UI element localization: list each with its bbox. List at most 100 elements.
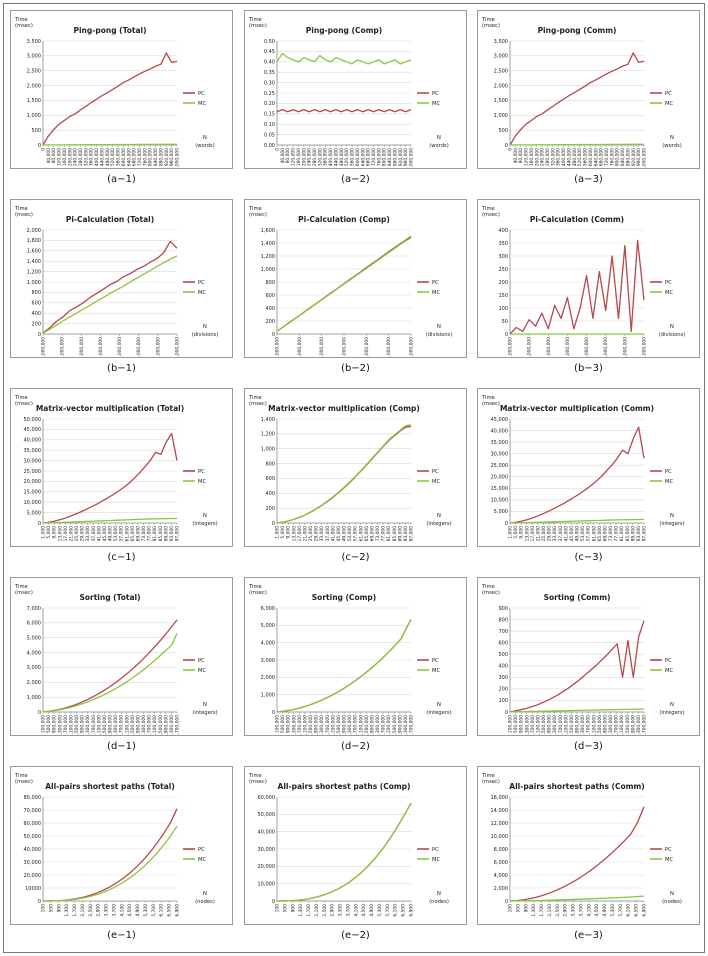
y-tick-label: 1,200 [27, 269, 41, 275]
y-tick-label: 800 [265, 280, 275, 286]
y-tick-label: 600 [265, 293, 275, 299]
y-tick-label: 600 [265, 476, 275, 482]
x-tick-label: 73,000 [608, 526, 614, 542]
legend-label-pc: PC [198, 280, 205, 286]
series-line-pc [42, 52, 178, 146]
chart-title: Sorting (Comp) [312, 593, 376, 602]
series-line-pc [276, 108, 412, 113]
y-tick-label: 0.45 [264, 49, 275, 55]
x-tick-label: 1,300,000 [57, 715, 63, 735]
x-tick-label: 1,000,000 [409, 148, 415, 168]
y-tick-label: 3,500 [27, 39, 41, 45]
y-tick-label: 3,000 [27, 54, 41, 60]
chart-svg: Ping-pong (Comp) Time (msec) 0.00 0.05 0.10 0.… [248, 17, 449, 168]
y-tick-label: 0.15 [264, 112, 275, 118]
chart-title: Sorting (Total) [79, 593, 140, 602]
x-tick-label: 320,000 [550, 148, 556, 166]
chart-a3: Ping-pong (Comm) Time (msec) 0 500 1,000 1,500… [477, 10, 700, 169]
x-tick-label: 6,100 [393, 904, 399, 917]
x-tick-label: 560,000 [350, 148, 356, 166]
x-tick-label: 13,000 [524, 526, 530, 542]
y-axis-label: Time (msec) [481, 395, 500, 407]
y-tick-label: 1,500 [494, 98, 508, 104]
x-tick-label: 73,000 [375, 526, 381, 542]
y-tick-label: 3,000 [261, 658, 275, 664]
series-line-pc [509, 806, 645, 902]
x-tick-label: 6,900 [175, 904, 181, 917]
x-tick-label: 800,000 [382, 148, 388, 166]
chart-title: Matrix-vector multiplication (Comp) [268, 404, 420, 413]
x-tick-label: 7,700,000 [381, 715, 387, 735]
x-tick-label: 4,100 [353, 904, 359, 917]
x-tick-label: 6,500,000 [130, 715, 136, 735]
x-tick-label: 4,500,000 [102, 715, 108, 735]
legend-label-mc: MC [665, 479, 673, 485]
x-tick-label: 9,700,000 [175, 715, 181, 735]
x-tick-label: 480,000 [339, 148, 345, 166]
x-tick-label: 2,500,000 [308, 715, 314, 735]
x-tick-label: 2,500,000 [541, 715, 547, 735]
x-tick-label: 45,000 [569, 526, 575, 542]
chart-title: All-pairs shortest paths (Comm) [509, 782, 644, 791]
x-tick-label: 500 [282, 904, 288, 913]
chart-c3: Matrix-vector multiplication (Comm) Time(… [477, 388, 700, 547]
x-tick-label: 800,000 [615, 148, 621, 166]
x-tick-label: 2,100 [547, 904, 553, 917]
x-tick-label: 69,000 [602, 526, 608, 542]
x-tick-label: 100 [41, 904, 47, 913]
x-tick-label: 1,500,000,000 [527, 337, 533, 357]
x-tick-label: 500 [48, 904, 54, 913]
y-tick-label: 20,000 [258, 864, 276, 870]
x-tick-label: 9,300,000 [636, 715, 642, 735]
y-tick-label: 6,000 [261, 606, 275, 612]
y-tick-label: 400 [31, 311, 41, 317]
x-tick-label: 6,900 [642, 904, 648, 917]
x-tick-label: 240,000 [73, 148, 79, 166]
y-tick-label: 400 [265, 491, 275, 497]
y-tick-label: 5,000 [261, 623, 275, 629]
x-tick-label: 33,000 [319, 526, 325, 542]
series-line-mc [276, 237, 412, 332]
x-tick-label: 160,000 [296, 148, 302, 166]
x-tick-label: 560,000 [583, 148, 589, 166]
series-line-mc [42, 517, 178, 524]
y-tick-label: 0.10 [264, 122, 275, 128]
x-tick-label: 4,100,000 [563, 715, 569, 735]
x-tick-label: 5,000 [513, 526, 519, 539]
x-tick-label: 41,000 [563, 526, 569, 542]
x-tick-label: 97,000 [409, 526, 415, 542]
x-tick-label: 5,700,000 [119, 715, 125, 735]
x-tick-label: 2,500 [555, 904, 561, 917]
x-tick-label: 4,500,000,000 [565, 337, 571, 357]
legend-label-pc: PC [665, 658, 672, 664]
x-tick-label: 13,000 [291, 526, 297, 542]
x-tick-label: 440,000 [333, 148, 339, 166]
x-tick-label: 0 [275, 148, 281, 151]
x-tick-label: 1,000,000 [175, 148, 181, 168]
x-tick-label: 320,000 [83, 148, 89, 166]
y-tick-label: 1,500 [27, 98, 41, 104]
x-tick-label: 4,900,000 [108, 715, 114, 735]
x-tick-label: 3,700,000 [325, 715, 331, 735]
x-axis-label: N (divisions) [192, 324, 219, 338]
x-tick-label: 1,700 [306, 904, 312, 917]
y-tick-label: 1,000 [27, 695, 41, 701]
x-tick-label: 1,500,000,000 [297, 337, 303, 357]
x-tick-label: 89,000 [397, 526, 403, 542]
x-tick-label: 880,000 [392, 148, 398, 166]
x-tick-label: 2,100 [314, 904, 320, 917]
y-axis-label: Time (msec) [248, 584, 267, 596]
x-axis-label: N (words) [662, 135, 682, 149]
x-tick-label: 2,500 [88, 904, 94, 917]
x-tick-label: 7,500,000,000 [136, 337, 142, 357]
y-tick-label: 3,000 [494, 54, 508, 60]
x-tick-label: 720,000 [137, 148, 143, 166]
chart-caption: (d−2) [341, 741, 370, 752]
series-line-pc [42, 619, 178, 713]
x-tick-label: 500,000 [513, 715, 519, 733]
x-tick-label: 1,300 [64, 904, 70, 917]
y-tick-label: 600 [498, 640, 508, 646]
chart-caption: (e−1) [107, 930, 136, 941]
x-tick-label: 69,000 [369, 526, 375, 542]
x-tick-label: 13,000 [57, 526, 63, 542]
